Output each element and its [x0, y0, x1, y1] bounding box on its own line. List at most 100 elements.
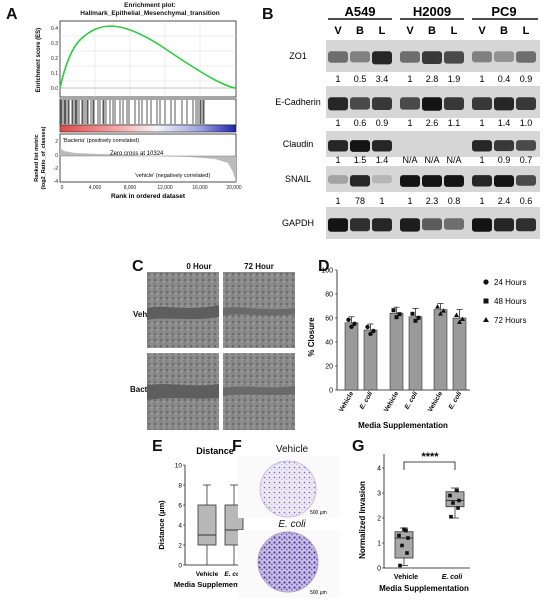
rank-ytick-3: -2 [54, 166, 59, 172]
f-vehicle-well [259, 460, 317, 518]
blot-band [328, 140, 348, 152]
blot-band [400, 97, 420, 110]
distance-box-plot: Distance Distance (µm) 0 2 4 6 8 10 Vehicle E… [157, 446, 259, 589]
vehicle-label: 'vehicle' (negatively correlated) [135, 173, 210, 179]
gap-vehicle-72h [223, 307, 295, 316]
protein-label: E-Cadherin [275, 97, 321, 107]
d-point [346, 317, 351, 322]
quant-value: 1.4 [498, 118, 511, 128]
quant-value: 1.0 [520, 118, 533, 128]
hits-frame [59, 98, 237, 126]
blot-band [516, 175, 536, 186]
quant-value: 2.6 [426, 118, 439, 128]
legend-marker-72h [483, 317, 489, 322]
e-ytick: 0 [178, 562, 182, 569]
d-point [441, 308, 446, 313]
g-cat-ecoli: E. coli [442, 574, 464, 581]
gap-vehicle-0h [147, 305, 219, 320]
blot-labels: ZO1 E-Cadherin Claudin SNAIL GAPDH [275, 51, 321, 228]
blot-band [372, 97, 392, 110]
quant-value: 0.4 [498, 74, 511, 84]
e-cat-vehicle: Vehicle [196, 571, 219, 578]
g-point [404, 528, 408, 533]
quant-value: 1 [335, 118, 340, 128]
d-ytick: 20 [325, 364, 333, 371]
f-ecoli-well [257, 531, 319, 593]
quant-value: N/A [424, 155, 439, 165]
blot-band [494, 140, 514, 152]
blot-band [422, 175, 442, 187]
f-label-vehicle: Vehicle [275, 444, 309, 455]
lane-label: V [478, 25, 486, 37]
d-ytick: 40 [325, 340, 333, 347]
blot-band [472, 97, 492, 110]
d-point [416, 315, 421, 320]
blot-band [516, 97, 536, 110]
legend-48h: 48 Hours [494, 297, 526, 306]
blot-band [422, 51, 442, 64]
rank-ylabel-1: Ranked list metric [34, 134, 40, 181]
blot-band [372, 140, 392, 152]
quant-value: 2.8 [426, 74, 439, 84]
g-ylabel: Normalized Invasion [358, 481, 367, 559]
d-point [457, 319, 462, 324]
d-point [349, 324, 354, 329]
d-point [410, 311, 415, 316]
f-scale-1: 500 µm [310, 510, 327, 516]
g-point [398, 563, 402, 568]
legend-24h: 24 Hours [494, 278, 526, 287]
lane-label: B [428, 25, 436, 37]
gap-bacteria-72h [223, 386, 295, 396]
quant-value: 1.1 [448, 118, 461, 128]
es-ytick-2: 0.3 [51, 41, 58, 47]
quant-value: 1 [335, 74, 340, 84]
blot-band [472, 51, 492, 63]
blot-band [444, 218, 464, 230]
d-xtick: E. coli [448, 390, 464, 410]
blot-band [372, 51, 392, 65]
g-point [405, 551, 409, 555]
e-xlabel: Media Supplementation [174, 580, 259, 589]
d-xlabel: Media Supplementation [358, 421, 448, 430]
d-point [438, 311, 443, 316]
quant-value: 1 [479, 155, 484, 165]
blot-band [328, 97, 348, 111]
x-tick-1: 4,000 [89, 185, 102, 191]
blot-band [350, 218, 370, 232]
e-ytick: 6 [178, 502, 182, 509]
lane-label: B [356, 25, 364, 37]
blot-band [444, 51, 464, 64]
blot-band [494, 218, 514, 232]
quant-value: 0.6 [520, 196, 533, 206]
quant-value: 0.9 [498, 155, 511, 165]
quant-value: 1.4 [376, 155, 389, 165]
cell-line-h2009: H2009 [413, 4, 451, 19]
d-bar [452, 317, 467, 391]
blot-band [400, 175, 420, 187]
x-tick-3: 12,000 [157, 185, 173, 191]
e-ytick: 4 [178, 522, 182, 529]
lane-label: L [379, 25, 386, 37]
gsea-title-2: Hallmark_Epithelial_Mesenchymal_transiti… [80, 10, 220, 17]
blot-band [494, 51, 514, 62]
blot-quants: 1 0.5 3.4 1 2.8 1.9 1 0.4 0.9 1 0.6 0.9 1 2.6 1.1 1 1.4 1… [335, 74, 532, 206]
e-box [197, 504, 217, 546]
g-ytick: 1 [377, 541, 381, 548]
significance-bracket [403, 461, 456, 470]
d-xtick: E. coli [404, 390, 420, 410]
es-ytick-1: 0.4 [51, 26, 58, 32]
quant-value: 0.5 [354, 74, 367, 84]
x-tick-5: 20,000 [226, 185, 242, 191]
d-point [371, 328, 376, 334]
cell-line-a549: A549 [344, 4, 375, 19]
es-grid [60, 21, 236, 97]
blot-band [516, 51, 536, 63]
blot-band [422, 97, 442, 111]
protein-label: GAPDH [282, 218, 314, 228]
d-bar [408, 316, 423, 391]
d-point [394, 315, 399, 320]
d-xtick: E. coli [359, 390, 375, 410]
g-cat-vehicle: Vehicle [394, 574, 418, 581]
quant-value: 0.8 [448, 196, 461, 206]
